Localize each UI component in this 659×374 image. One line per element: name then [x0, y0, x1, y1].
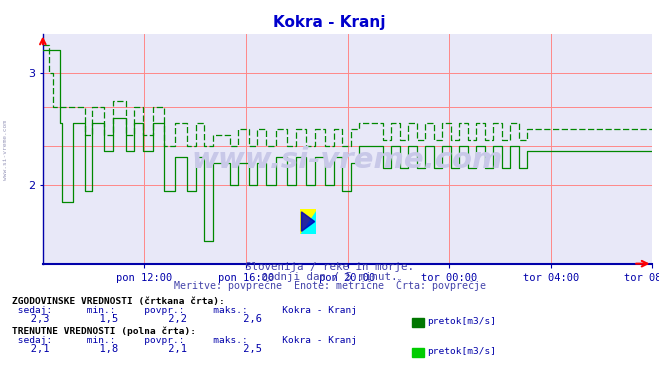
- Polygon shape: [300, 209, 316, 234]
- Polygon shape: [302, 212, 315, 231]
- Text: Slovenija / reke in morje.: Slovenija / reke in morje.: [245, 263, 414, 272]
- Text: pretok[m3/s]: pretok[m3/s]: [427, 347, 496, 356]
- Text: www.si-vreme.com: www.si-vreme.com: [3, 120, 8, 180]
- Text: Meritve: povprečne  Enote: metrične  Črta: povprečje: Meritve: povprečne Enote: metrične Črta:…: [173, 279, 486, 291]
- Text: ZGODOVINSKE VREDNOSTI (črtkana črta):: ZGODOVINSKE VREDNOSTI (črtkana črta):: [12, 297, 225, 306]
- Text: zadnji dan / 5 minut.: zadnji dan / 5 minut.: [261, 272, 398, 282]
- Text: Kokra - Kranj: Kokra - Kranj: [273, 15, 386, 30]
- Text: 2,3        1,5        2,2         2,6: 2,3 1,5 2,2 2,6: [12, 315, 262, 324]
- Text: sedaj:      min.:     povpr.:     maks.:      Kokra - Kranj: sedaj: min.: povpr.: maks.: Kokra - Kran…: [12, 306, 357, 315]
- Text: pretok[m3/s]: pretok[m3/s]: [427, 317, 496, 326]
- Text: sedaj:      min.:     povpr.:     maks.:      Kokra - Kranj: sedaj: min.: povpr.: maks.: Kokra - Kran…: [12, 336, 357, 345]
- Text: www.si-vreme.com: www.si-vreme.com: [192, 146, 503, 174]
- Text: 2,1        1,8        2,1         2,5: 2,1 1,8 2,1 2,5: [12, 344, 262, 354]
- Text: TRENUTNE VREDNOSTI (polna črta):: TRENUTNE VREDNOSTI (polna črta):: [12, 326, 196, 335]
- Polygon shape: [300, 209, 316, 234]
